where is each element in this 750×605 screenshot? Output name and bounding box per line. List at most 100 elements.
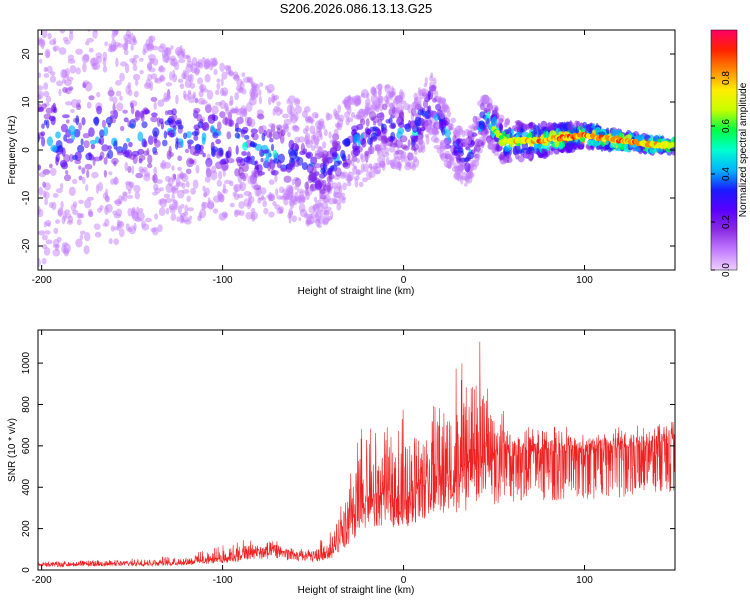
spectrogram-point	[288, 198, 296, 207]
spectrogram-point	[466, 170, 473, 179]
spectrogram-point	[318, 125, 323, 132]
spectrogram-point	[43, 73, 50, 78]
spectrogram-point	[42, 181, 46, 188]
spectrogram-point	[425, 125, 429, 132]
spectrogram-point	[498, 154, 504, 160]
spectrogram-point	[351, 156, 358, 162]
spectrogram-point	[271, 93, 275, 103]
spectrogram-point	[306, 216, 312, 225]
spectrogram-y-label: Frequency (Hz)	[7, 116, 18, 185]
spectrogram-point	[503, 122, 508, 128]
spectrogram-point	[388, 159, 394, 166]
spectrogram-point	[423, 83, 428, 88]
spectrogram-point	[323, 206, 332, 212]
y-tick-label: 0	[21, 147, 32, 153]
spectrogram-point	[317, 222, 322, 229]
spectrogram-point	[102, 65, 108, 73]
spectrogram-point	[398, 122, 405, 128]
spectrogram-point	[171, 108, 177, 116]
spectrogram-point	[157, 45, 165, 53]
spectrogram-point	[491, 116, 498, 127]
spectrogram-point	[115, 79, 122, 86]
spectrogram-point	[425, 119, 433, 126]
spectrogram-point	[258, 89, 262, 96]
spectrogram-point	[189, 82, 196, 89]
spectrogram-point	[396, 117, 402, 124]
spectrogram-point	[310, 145, 316, 151]
spectrogram-point	[248, 191, 253, 201]
spectrogram-point	[180, 140, 184, 148]
spectrogram-point	[41, 257, 47, 265]
spectrogram-point	[96, 91, 101, 98]
spectrogram-point	[461, 176, 469, 181]
spectrogram-point	[127, 34, 132, 40]
spectrogram-point	[225, 105, 229, 115]
spectrogram-point	[165, 197, 173, 204]
spectrogram-point	[622, 143, 629, 153]
spectrogram-point	[268, 123, 276, 128]
spectrogram-point	[250, 133, 255, 138]
spectrogram-point	[352, 145, 361, 150]
spectrogram-point	[342, 171, 348, 178]
spectrogram-point	[233, 209, 239, 218]
spectrogram-point	[268, 211, 275, 218]
spectrogram-points	[38, 8, 675, 267]
spectrogram-point	[263, 207, 269, 215]
spectrogram-point	[66, 119, 70, 124]
spectrogram-point	[336, 203, 342, 211]
spectrogram-point	[197, 77, 204, 85]
spectrogram-point	[259, 82, 264, 87]
spectrogram-point	[136, 211, 145, 222]
spectrogram-point	[473, 144, 481, 153]
spectrogram-point	[177, 124, 184, 130]
spectrogram-point	[193, 135, 199, 141]
spectrogram-point	[520, 128, 525, 133]
spectrogram-point	[294, 177, 302, 187]
spectrogram-point	[258, 196, 267, 201]
spectrogram-point	[329, 173, 335, 180]
spectrogram-point	[558, 142, 564, 150]
spectrogram-point	[38, 208, 44, 218]
spectrogram-point	[212, 208, 219, 214]
spectrogram-point	[301, 162, 308, 171]
spectrogram-point	[400, 100, 407, 105]
spectrogram-point	[93, 156, 101, 162]
spectrogram-point	[131, 165, 135, 175]
spectrogram-point	[109, 94, 113, 102]
spectrogram-point	[64, 174, 71, 182]
spectrogram-point	[157, 99, 165, 107]
y-tick-label: 400	[21, 478, 32, 495]
spectrogram-point	[355, 101, 359, 106]
spectrogram-point	[377, 128, 381, 137]
spectrogram-point	[78, 199, 84, 204]
spectrogram-point	[222, 117, 229, 125]
spectrogram-point	[186, 195, 191, 203]
spectrogram-point	[278, 186, 285, 194]
spectrogram-point	[304, 132, 311, 142]
spectrogram-point	[424, 77, 428, 85]
spectrogram-point	[38, 90, 44, 100]
spectrogram-point	[187, 89, 192, 95]
spectrogram-point	[95, 52, 103, 59]
spectrogram-point	[453, 172, 462, 181]
spectrogram-point	[58, 19, 62, 25]
spectrogram-point	[198, 90, 204, 98]
spectrogram-point	[78, 122, 82, 131]
spectrogram-point	[211, 105, 219, 115]
spectrogram-point	[43, 82, 49, 90]
spectrogram-point	[182, 216, 190, 223]
spectrogram-point	[243, 190, 252, 197]
spectrogram-point	[125, 182, 133, 191]
spectrogram-point	[68, 186, 76, 196]
spectrogram-point	[388, 117, 393, 125]
spectrogram-point	[439, 151, 445, 158]
spectrogram-point	[470, 139, 475, 146]
spectrogram-point	[94, 116, 99, 127]
spectrogram-point	[451, 166, 460, 173]
spectrogram-point	[158, 75, 166, 82]
spectrogram-point	[88, 95, 95, 101]
spectrogram-point	[51, 8, 57, 13]
spectrogram-point	[88, 21, 94, 27]
spectrogram-point	[213, 195, 221, 203]
